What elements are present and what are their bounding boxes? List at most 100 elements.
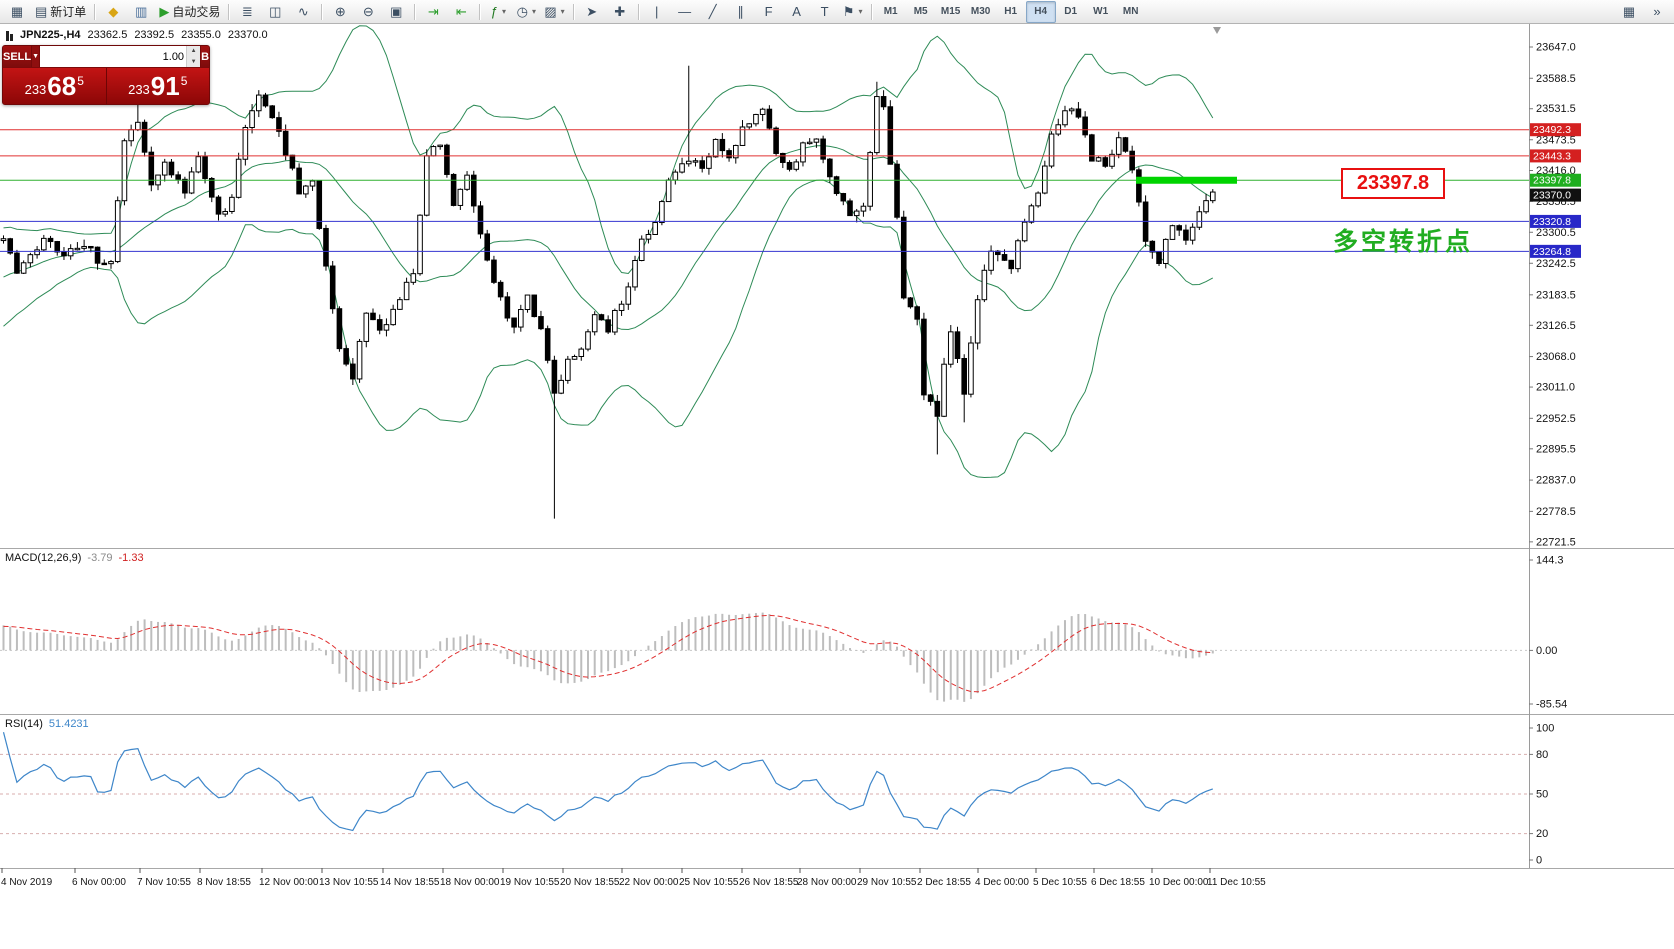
candles-layer bbox=[0, 65, 1216, 519]
templates-button[interactable]: ▨ ▾ bbox=[540, 1, 568, 23]
vertical-line-button[interactable]: | bbox=[643, 1, 671, 23]
time-axis-label: 2 Dec 18:55 bbox=[917, 877, 971, 888]
timeframe-m5[interactable]: M5 bbox=[913, 6, 928, 17]
price-axis-label: 22837.0 bbox=[1536, 475, 1576, 487]
toolbar-overflow-button[interactable]: » bbox=[1643, 1, 1671, 23]
cursor-icon: ➤ bbox=[586, 4, 598, 19]
time-axis[interactable]: 4 Nov 2019 6 Nov 00:00 7 Nov 10:55 8 Nov 18… bbox=[1, 868, 1266, 888]
zoom-out-button[interactable]: ⊖ bbox=[354, 1, 382, 23]
chart-candles-icon: ◫ bbox=[269, 4, 282, 19]
macd-histogram bbox=[2, 612, 1214, 702]
chart-shift-icon: ⇤ bbox=[455, 4, 467, 19]
metaeditor-button[interactable]: ◆ bbox=[99, 1, 127, 23]
toolbar-separator bbox=[321, 3, 323, 20]
timeframe-w1[interactable]: W1 bbox=[1093, 6, 1109, 17]
price-tag-23264.8: 23264.8 bbox=[1530, 244, 1581, 258]
rsi-line bbox=[2, 732, 1214, 832]
trendline-button[interactable]: ╱ bbox=[699, 1, 727, 23]
time-axis-label: 29 Nov 10:55 bbox=[857, 877, 917, 888]
indicators-button[interactable]: ƒ ▾ bbox=[484, 1, 512, 23]
chart-candles-button[interactable]: ◫ bbox=[261, 1, 289, 23]
price-axis-label: 23473.5 bbox=[1536, 134, 1576, 146]
zoom-in-button[interactable]: ⊕ bbox=[326, 1, 354, 23]
price-callout-box[interactable]: 23397.8 bbox=[1341, 168, 1445, 199]
text-button[interactable]: A bbox=[783, 1, 811, 23]
chart-line-button[interactable]: ∿ bbox=[289, 1, 317, 23]
turning-point-note[interactable]: 多空转折点 bbox=[1333, 228, 1474, 256]
sell-price[interactable]: 233 68 5 bbox=[3, 68, 106, 104]
sell-options-caret[interactable]: ▼ bbox=[31, 46, 40, 67]
timeframe-h1[interactable]: H1 bbox=[1004, 6, 1018, 17]
price-tag-23492.3: 23492.3 bbox=[1530, 123, 1581, 137]
market-watch-button[interactable]: ▥ bbox=[127, 1, 155, 23]
new-chart-button[interactable]: ▦ bbox=[3, 1, 31, 23]
volume-input[interactable] bbox=[40, 46, 187, 67]
volume-down-button[interactable]: ▼ bbox=[187, 56, 201, 67]
fibonacci-button[interactable]: F bbox=[755, 1, 783, 23]
timeframe-m15[interactable]: M15 bbox=[940, 6, 961, 17]
time-axis-label: 11 Dec 10:55 bbox=[1207, 877, 1266, 888]
sell-price-prefix: 233 bbox=[24, 82, 47, 97]
buy-price[interactable]: 233 91 5 bbox=[105, 68, 209, 104]
chart-shift-button[interactable]: ⇤ bbox=[447, 1, 475, 23]
time-axis-label: 6 Dec 18:55 bbox=[1091, 877, 1145, 888]
rsi-name: RSI(14) bbox=[5, 718, 43, 730]
arrows-button[interactable]: ⚑ ▾ bbox=[839, 1, 867, 23]
timeframe-h4[interactable]: H4 bbox=[1025, 0, 1056, 23]
time-axis-label: 8 Nov 18:55 bbox=[197, 877, 251, 888]
timeframe-d1[interactable]: D1 bbox=[1064, 6, 1078, 17]
auto-scroll-button[interactable]: ⇥ bbox=[419, 1, 447, 23]
cursor-button[interactable]: ➤ bbox=[578, 1, 606, 23]
buy-button[interactable]: BUY bbox=[201, 46, 209, 67]
chart-bars-button[interactable]: ≣ bbox=[233, 1, 261, 23]
crosshair-icon: ✚ bbox=[614, 4, 626, 19]
templates-caret-icon: ▾ bbox=[560, 7, 565, 16]
crosshair-button[interactable]: ✚ bbox=[606, 1, 634, 23]
toolbar-overflow-icon: » bbox=[1653, 4, 1661, 19]
sell-price-pip: 5 bbox=[77, 74, 84, 88]
periods-button[interactable]: ◷ ▾ bbox=[512, 1, 540, 23]
volume-box: ▲ ▼ bbox=[39, 46, 202, 67]
volume-up-button[interactable]: ▲ bbox=[187, 46, 201, 57]
price-axis-label: 23300.5 bbox=[1536, 227, 1576, 239]
rsi-panel[interactable] bbox=[0, 732, 1529, 835]
horizontal-line-button[interactable]: — bbox=[671, 1, 699, 23]
high-value: 23392.5 bbox=[134, 29, 175, 41]
timeframe-m30[interactable]: M30 bbox=[970, 6, 991, 17]
periods-icon: ◷ bbox=[516, 4, 528, 19]
timeframe-m1[interactable]: M1 bbox=[883, 6, 898, 17]
macd-name: MACD(12,26,9) bbox=[5, 552, 82, 564]
rsi-scale-label: 0 bbox=[1536, 855, 1542, 867]
timeframe-mn[interactable]: MN bbox=[1122, 6, 1139, 17]
buy-price-big: 91 bbox=[150, 71, 180, 101]
new-order-button[interactable]: ▤ 新订单 bbox=[31, 1, 90, 23]
macd-scale-label: 144.3 bbox=[1536, 555, 1564, 567]
price-axis-label: 23242.5 bbox=[1536, 258, 1576, 270]
svg-text:23492.3: 23492.3 bbox=[1533, 124, 1571, 136]
low-value: 23355.0 bbox=[181, 29, 221, 41]
time-axis-label: 7 Nov 10:55 bbox=[137, 877, 191, 888]
macd-panel[interactable] bbox=[0, 612, 1529, 702]
sell-button[interactable]: SELL bbox=[3, 46, 32, 67]
zoom-out-icon: ⊖ bbox=[362, 4, 374, 19]
volume-stepper: ▲ ▼ bbox=[186, 46, 201, 67]
price-axis-label: 23011.0 bbox=[1536, 382, 1575, 394]
autotrading-button[interactable]: ▶ 自动交易 bbox=[155, 1, 224, 23]
toolbar-separator bbox=[870, 3, 872, 20]
new-order-icon: ▤ bbox=[35, 4, 48, 19]
rsi-value: 51.4231 bbox=[48, 718, 89, 730]
channel-icon: ∥ bbox=[737, 4, 744, 19]
horizontal-line-icon: — bbox=[678, 4, 692, 19]
chart-windows-button[interactable]: ▦ bbox=[1615, 1, 1643, 23]
channel-button[interactable]: ∥ bbox=[727, 1, 755, 23]
chart-bars-icon: ≣ bbox=[241, 4, 253, 19]
time-axis-label: 4 Nov 2019 bbox=[1, 877, 53, 888]
price-scale[interactable]: 23647.023588.523531.523473.523416.023358… bbox=[1529, 24, 1581, 868]
tile-windows-button[interactable]: ▣ bbox=[382, 1, 410, 23]
chart-shift-marker bbox=[1213, 27, 1221, 34]
time-axis-label: 18 Nov 00:00 bbox=[440, 877, 500, 888]
macd-scale-label: -85.54 bbox=[1536, 699, 1567, 711]
text-label-button[interactable]: T bbox=[811, 1, 839, 23]
